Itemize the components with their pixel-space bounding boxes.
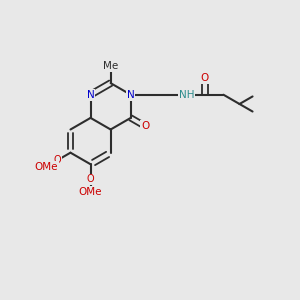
Text: O: O: [201, 73, 209, 83]
Text: N: N: [87, 90, 94, 100]
Text: Me: Me: [103, 61, 118, 71]
Text: O: O: [141, 121, 149, 131]
Text: N: N: [127, 90, 135, 100]
Text: O: O: [87, 174, 94, 184]
Text: NH: NH: [178, 90, 194, 100]
Text: O: O: [54, 155, 61, 165]
Text: OMe: OMe: [34, 162, 58, 172]
Text: OMe: OMe: [79, 187, 102, 197]
